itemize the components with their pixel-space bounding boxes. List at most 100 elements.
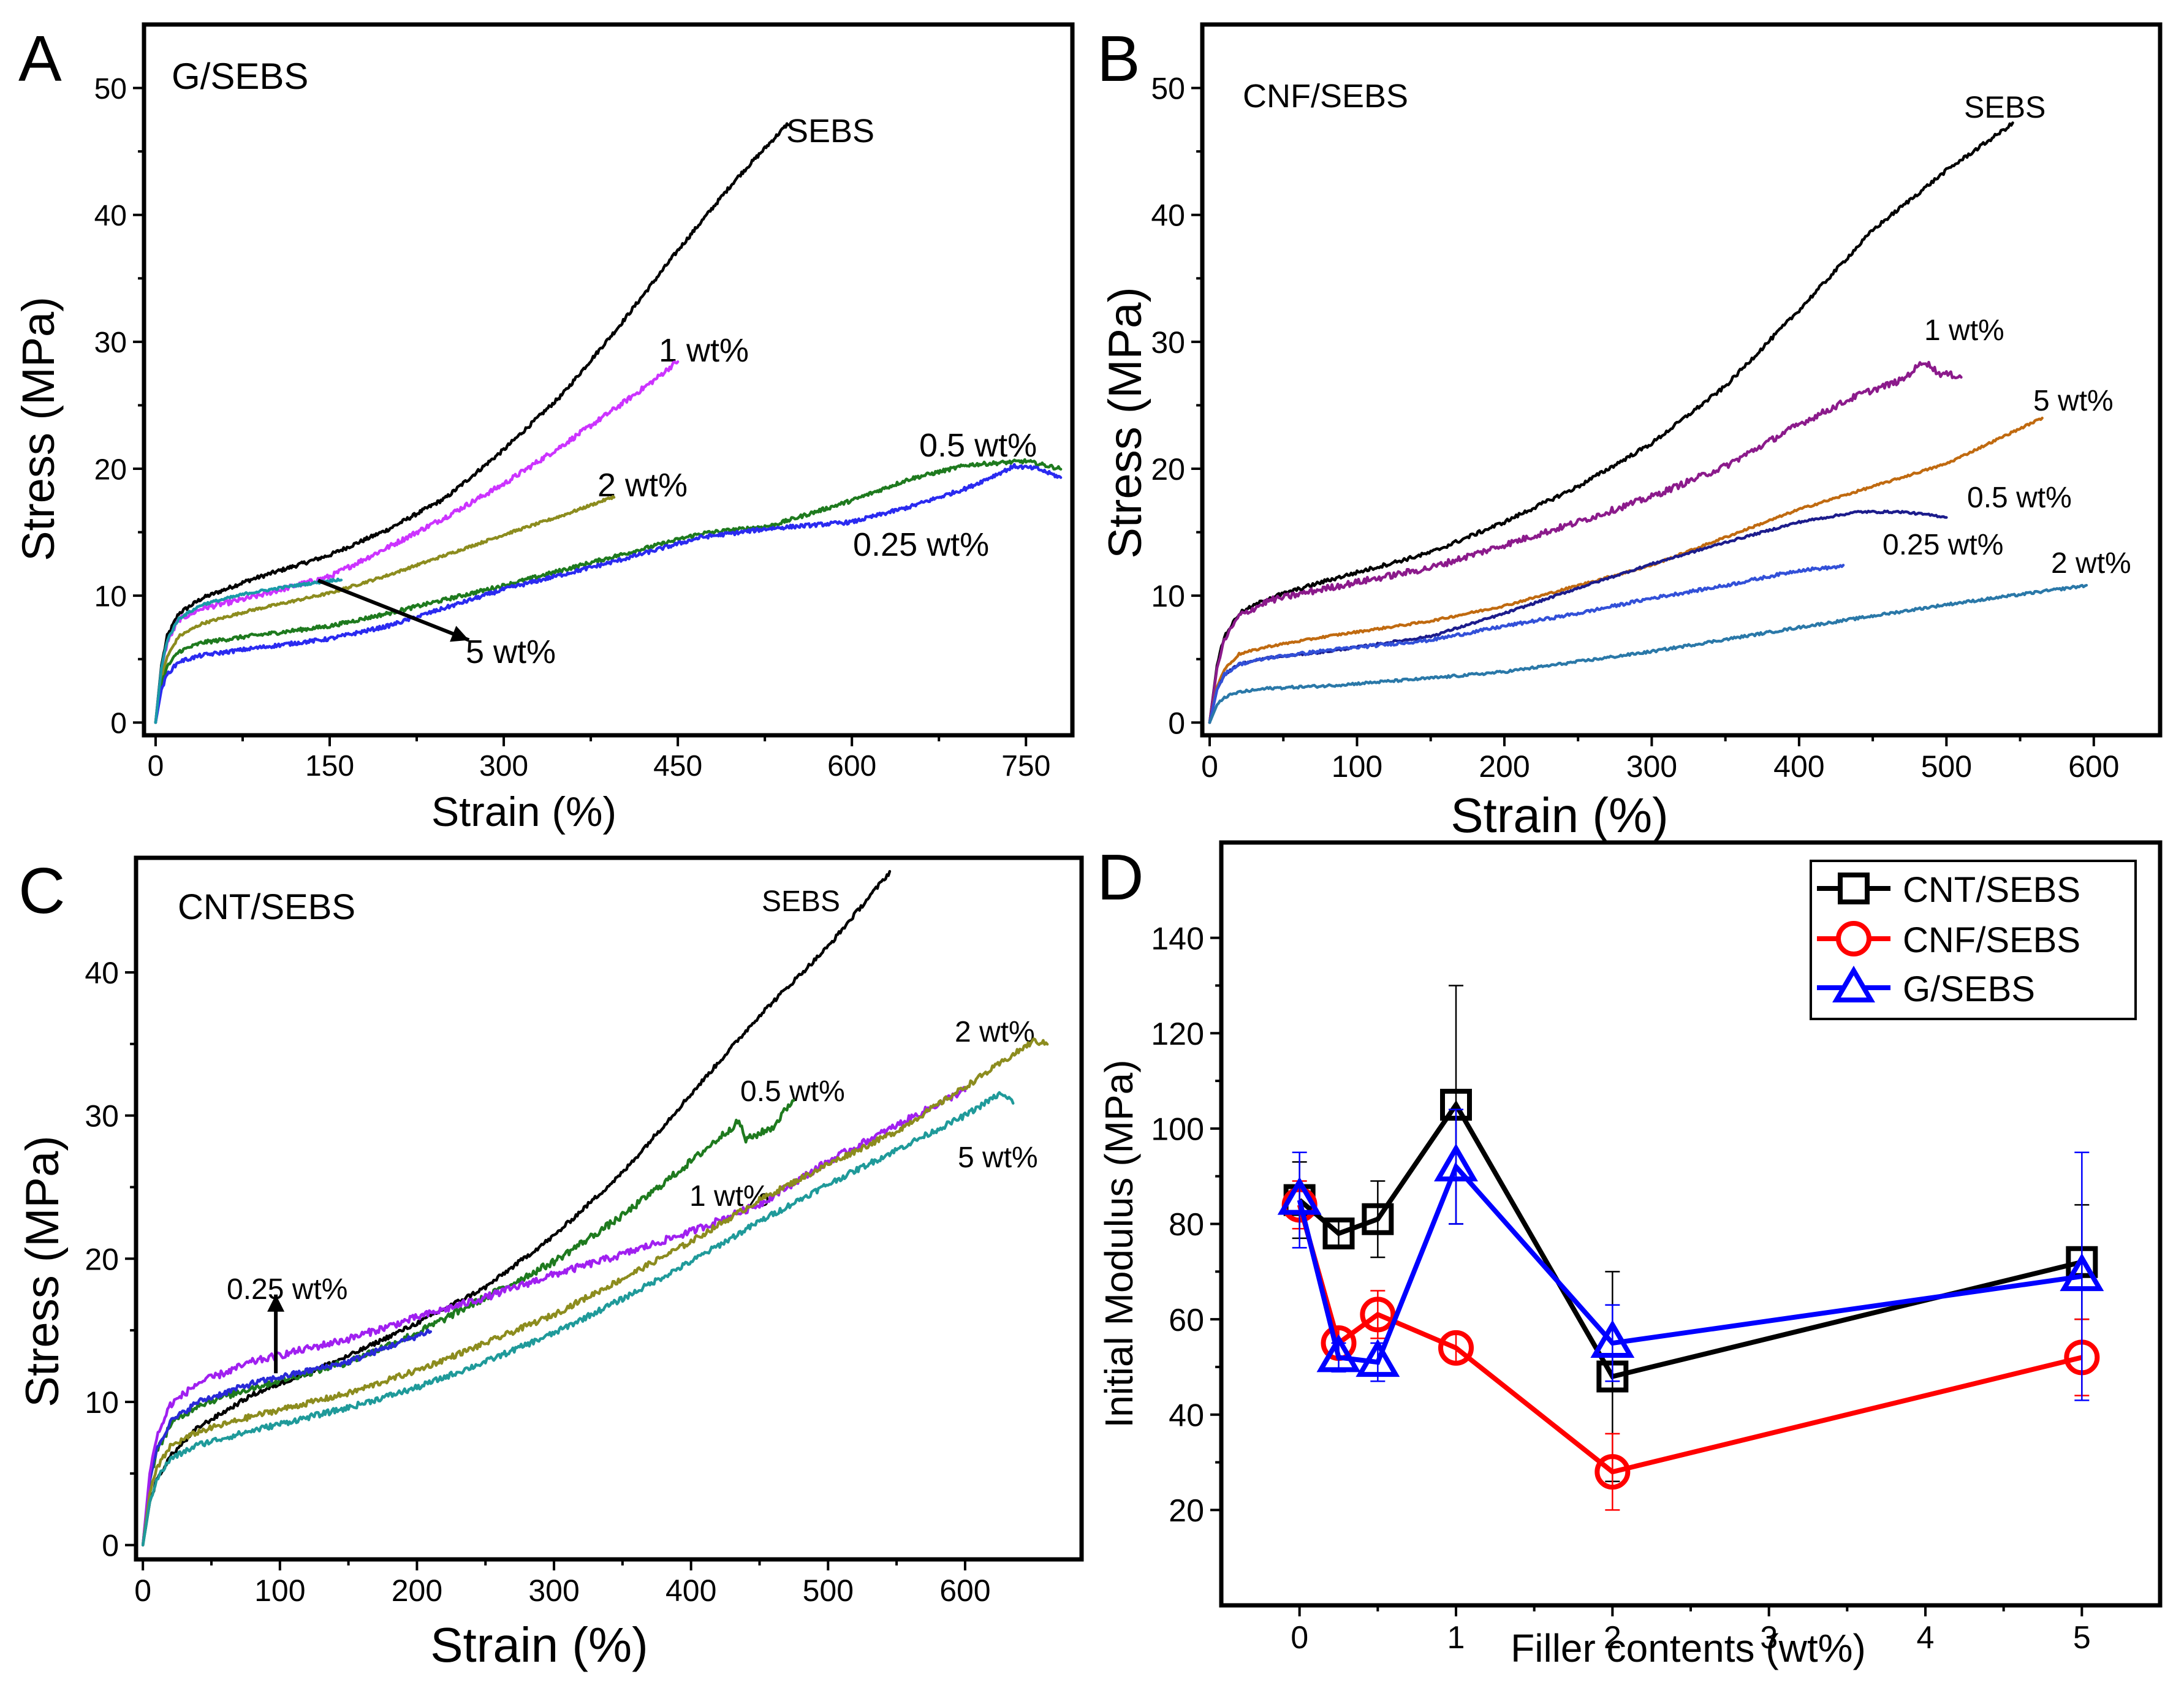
legend-label-cnt: CNT/SEBS <box>1903 870 2080 910</box>
panel-b-label-025wt: 0.25 wt% <box>1883 529 2003 561</box>
x-tick-label: 2 <box>1604 1620 1621 1656</box>
legend-marker-square <box>1838 873 1870 904</box>
x-tick-label: 3 <box>1760 1620 1778 1656</box>
legend-item-g: G/SEBS <box>1817 966 2035 1009</box>
y-tick-label: 0 <box>110 708 127 740</box>
series-line-1-wt- <box>1208 360 1963 724</box>
series-line-sebs <box>1208 121 2014 724</box>
panel-a-label-025wt: 0.25 wt% <box>853 526 989 563</box>
marker-triangle <box>1434 1143 1478 1182</box>
y-tick-label: 20 <box>1151 452 1185 487</box>
x-tick-label: 300 <box>479 750 528 782</box>
marker-triangle <box>1277 1176 1322 1215</box>
x-tick-label: 400 <box>665 1573 716 1608</box>
plot-frame-b <box>1200 22 2163 738</box>
y-tick-label: 60 <box>1169 1303 1204 1338</box>
panel-a: A G/SEBS Stress (MPa) Strain (%) SEBS 1 … <box>13 22 1075 835</box>
panel-a-label-sebs: SEBS <box>786 113 874 150</box>
panel-b-label-05wt: 0.5 wt% <box>1967 482 2072 514</box>
x-tick-label: 150 <box>305 750 354 782</box>
panel-c-label-5wt: 5 wt% <box>958 1142 1038 1174</box>
series-line-1-wt- <box>141 1086 967 1547</box>
marker-triangle <box>1316 1334 1361 1373</box>
panel-c-label-sebs: SEBS <box>762 885 840 918</box>
panel-b-label-1wt: 1 wt% <box>1924 314 2004 347</box>
panel-a-label-5wt: 5 wt% <box>466 634 556 670</box>
panel-c-ylabel: Stress (MPa) <box>17 1135 69 1407</box>
plot-frame-c <box>134 855 1084 1562</box>
panel-letter-d: D <box>1097 841 1144 914</box>
panel-b-title: CNF/SEBS <box>1243 78 1408 115</box>
y-tick-label: 0 <box>102 1529 119 1563</box>
marker-triangle <box>1590 1320 1635 1358</box>
y-tick-label: 30 <box>1151 325 1185 360</box>
y-tick-label: 20 <box>94 453 127 486</box>
marker-triangle <box>2060 1253 2104 1292</box>
annotation-arrow-head <box>267 1294 285 1312</box>
y-tick-label: 20 <box>1169 1493 1204 1529</box>
legend-label-cnf: CNF/SEBS <box>1903 920 2080 960</box>
y-tick-label: 140 <box>1151 921 1204 956</box>
panel-a-label-05wt: 0.5 wt% <box>919 427 1037 464</box>
annotation-arrow-shaft <box>317 578 470 642</box>
x-tick-label: 450 <box>653 750 702 782</box>
panel-b-ylabel: Stress (MPa) <box>1099 287 1151 558</box>
series-line-0-5-wt- <box>154 458 1063 724</box>
panel-c-label-025wt: 0.25 wt% <box>227 1273 347 1306</box>
panel-a-title: G/SEBS <box>172 56 308 97</box>
marker-circle <box>1438 1330 1474 1366</box>
y-tick-label: 10 <box>85 1385 119 1420</box>
plot-frame-a <box>142 22 1075 738</box>
y-tick-label: 50 <box>1151 72 1185 106</box>
marker-square <box>1322 1217 1355 1250</box>
annotation-arrow-head <box>450 626 469 642</box>
legend-marker-circle <box>1836 921 1871 956</box>
series-line-2-wt- <box>154 495 616 724</box>
panel-letter-b: B <box>1097 23 1140 95</box>
x-tick-label: 200 <box>392 1573 442 1608</box>
x-tick-label: 5 <box>2073 1620 2091 1656</box>
series-line-g-sebs <box>1297 1162 2082 1365</box>
panel-b-xlabel: Strain (%) <box>1450 788 1669 842</box>
x-tick-label: 0 <box>1201 749 1218 784</box>
x-tick-label: 200 <box>1479 749 1530 784</box>
series-line-0-5-wt- <box>141 1099 795 1547</box>
marker-circle <box>1594 1454 1631 1490</box>
legend-label-g: G/SEBS <box>1903 969 2035 1009</box>
y-tick-label: 10 <box>1151 579 1185 613</box>
panel-b-label-2wt: 2 wt% <box>2051 547 2131 580</box>
panel-letter-a: A <box>18 23 62 95</box>
y-tick-label: 40 <box>94 200 127 232</box>
x-tick-label: 100 <box>1332 749 1382 784</box>
panel-d: D Initial Modulus (MPa) Filler contents … <box>1097 840 2163 1670</box>
panel-c-xlabel: Strain (%) <box>430 1618 648 1672</box>
legend: CNT/SEBS CNF/SEBS G/SEBS <box>1810 860 2137 1020</box>
y-tick-label: 100 <box>1151 1112 1204 1148</box>
series-line-2-wt- <box>1208 583 2088 724</box>
panel-letter-c: C <box>18 855 66 927</box>
series-line-0-25-wt- <box>154 463 1063 724</box>
y-tick-label: 30 <box>85 1099 119 1134</box>
series-line-cnf-sebs <box>1297 1204 2083 1475</box>
y-tick-label: 40 <box>1151 199 1185 233</box>
x-tick-label: 600 <box>827 750 876 782</box>
series-line-sebs <box>154 122 790 724</box>
x-tick-label: 500 <box>803 1573 854 1608</box>
x-tick-label: 600 <box>939 1573 990 1608</box>
series-line-0-25-wt- <box>141 1328 433 1547</box>
panel-d-ylabel: Initial Modulus (MPa) <box>1097 1059 1141 1428</box>
y-tick-label: 40 <box>85 956 119 990</box>
panel-c: C CNT/SEBS Stress (MPa) Strain (%) SEBS … <box>17 855 1084 1672</box>
y-tick-label: 10 <box>94 580 127 613</box>
y-tick-label: 0 <box>1168 706 1185 740</box>
legend-item-cnf: CNF/SEBS <box>1817 920 2080 960</box>
x-tick-label: 1 <box>1447 1620 1465 1656</box>
legend-marker-triangle <box>1832 966 1875 1002</box>
x-tick-label: 300 <box>528 1573 579 1608</box>
marker-square <box>1362 1203 1394 1235</box>
x-tick-label: 4 <box>1917 1620 1935 1656</box>
x-tick-label: 0 <box>148 750 164 782</box>
series-line-5-wt- <box>154 577 343 724</box>
series-line-0-25-wt- <box>1208 564 1845 724</box>
y-tick-label: 50 <box>94 73 127 105</box>
